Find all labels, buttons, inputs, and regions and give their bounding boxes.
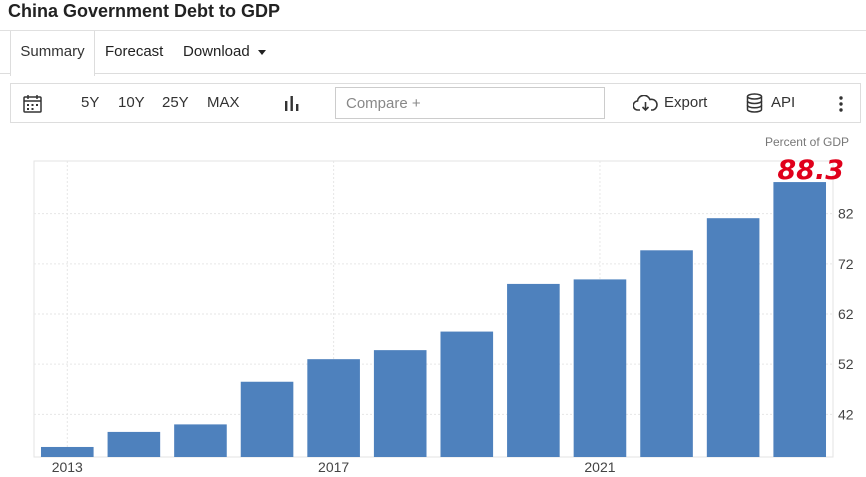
annotation-value: 88.3: [777, 155, 844, 186]
export-label: Export: [664, 94, 708, 111]
vertical-dots-icon[interactable]: [838, 95, 844, 113]
y-tick-label: 72: [838, 256, 854, 272]
bar-2021: [640, 250, 693, 457]
caret-down-icon: [257, 49, 266, 55]
bar-2023: [773, 182, 827, 458]
chart-area: 42 52 62 72 82 2013 2017 2021 Percent of GDP 88.3: [0, 123, 866, 477]
bar-2017: [373, 350, 427, 457]
cloud-download-icon: [633, 94, 658, 112]
tab-summary[interactable]: Summary: [10, 31, 95, 76]
bar-2019: [507, 283, 560, 457]
bar-2020: [573, 279, 627, 457]
range-10y-button[interactable]: 10Y: [118, 94, 145, 111]
range-5y-button[interactable]: 5Y: [81, 94, 100, 111]
bar-2013: [107, 431, 161, 457]
api-label: API: [771, 94, 796, 111]
download-dropdown[interactable]: Download: [183, 31, 266, 75]
bar-2018: [440, 331, 494, 457]
unit-label: Percent of GDP: [765, 135, 849, 149]
page-title: China Government Debt to GDP: [8, 1, 281, 21]
export-button[interactable]: Export: [633, 84, 707, 122]
range-25y-button[interactable]: 25Y: [162, 94, 189, 111]
plot-frame: [33, 160, 834, 458]
tab-summary-label: Summary: [20, 43, 85, 60]
y-tick-label: 62: [838, 306, 854, 322]
bar-2015: [240, 381, 294, 457]
bar-2014: [174, 424, 227, 457]
api-button[interactable]: API: [746, 84, 795, 122]
x-tick-label: 2021: [584, 459, 615, 475]
y-tick-label: 42: [838, 406, 854, 422]
x-tick-label: 2017: [318, 459, 349, 475]
tab-forecast-label: Forecast: [105, 43, 164, 60]
bar-2022: [706, 218, 760, 457]
tab-forecast[interactable]: Forecast: [105, 31, 163, 75]
x-tick-label: 2013: [52, 459, 83, 475]
download-label: Download: [183, 43, 250, 60]
calendar-icon[interactable]: [23, 94, 42, 114]
y-tick-label: 52: [838, 356, 854, 372]
y-tick-label: 82: [838, 206, 854, 222]
range-max-button[interactable]: MAX: [207, 94, 240, 111]
database-icon: [746, 93, 763, 113]
bar-2016: [307, 359, 360, 457]
tabs-bar: Summary Forecast Download: [0, 30, 866, 76]
compare-input[interactable]: [335, 87, 605, 119]
chart-toolbar: 5Y 10Y 25Y MAX Export API: [10, 83, 861, 123]
bar-chart-icon[interactable]: [284, 95, 300, 113]
bar-chart: 42 52 62 72 82 2013 2017 2021 Percent of GDP 88.3: [33, 135, 854, 475]
bar-2012: [40, 446, 94, 457]
